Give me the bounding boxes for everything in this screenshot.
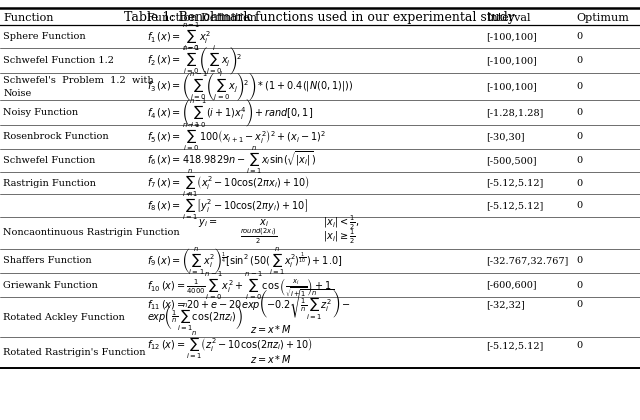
Text: [-1.28,1.28]: [-1.28,1.28] [486, 108, 544, 117]
Text: 0: 0 [576, 56, 582, 65]
Text: $f_2\,(x) = \sum_{i=0}^{n-1} \left(\sum_{j=0}^{i} x_j\right)^2$: $f_2\,(x) = \sum_{i=0}^{n-1} \left(\sum_… [147, 44, 242, 77]
Text: [-30,30]: [-30,30] [486, 132, 525, 142]
Text: 0: 0 [576, 82, 582, 91]
Text: Schwefel Function 1.2: Schwefel Function 1.2 [3, 56, 114, 65]
Text: $f_6\,(x) = 418.9829n - \sum_{i=1}^{n} x_i \sin(\sqrt{|x_i|})$: $f_6\,(x) = 418.9829n - \sum_{i=1}^{n} x… [147, 145, 317, 176]
Text: Noise: Noise [3, 89, 31, 98]
Text: $exp\left(\frac{1}{n}\sum_{i=1}^{n}\cos(2\pi z_i)\right)$: $exp\left(\frac{1}{n}\sum_{i=1}^{n}\cos(… [147, 302, 243, 333]
Text: $f_5\,(x) = \sum_{i=0}^{n-1} 100\left(x_{i+1}-x_i^2\right)^2 + (x_i-1)^2$: $f_5\,(x) = \sum_{i=0}^{n-1} 100\left(x_… [147, 121, 326, 153]
Text: $z = x * M$: $z = x * M$ [250, 323, 291, 335]
Text: $f_1\,(x) = \sum_{i=0}^{n-1} x_i^2$: $f_1\,(x) = \sum_{i=0}^{n-1} x_i^2$ [147, 20, 211, 53]
Text: Noncaontinuous Rastrigin Function: Noncaontinuous Rastrigin Function [3, 228, 180, 237]
Text: 0: 0 [576, 300, 582, 309]
Text: $|x_i| < \frac{1}{2},$: $|x_i| < \frac{1}{2},$ [323, 214, 360, 232]
Text: [-100,100]: [-100,100] [486, 32, 537, 41]
Text: Rosenbrock Function: Rosenbrock Function [3, 132, 109, 142]
Text: Table 1: Benchmark functions used in our experimental study: Table 1: Benchmark functions used in our… [125, 10, 515, 24]
Text: [-5.12,5.12]: [-5.12,5.12] [486, 341, 544, 350]
Text: 0: 0 [576, 156, 582, 165]
Text: Rastrigin Function: Rastrigin Function [3, 178, 96, 188]
Text: [-5.12,5.12]: [-5.12,5.12] [486, 178, 544, 188]
Text: [-5.12,5.12]: [-5.12,5.12] [486, 201, 544, 210]
Text: Griewank Function: Griewank Function [3, 281, 98, 290]
Text: 0: 0 [576, 132, 582, 142]
Text: $f_3\,(x) = \left(\sum_{i=0}^{n-1}\left(\sum_{j=0}^{i} x_j\right)^2\right) * (1+: $f_3\,(x) = \left(\sum_{i=0}^{n-1}\left(… [147, 70, 354, 103]
Text: $f_9\,(x) = \left(\sum_{i=1}^{n} x_i^2\right)^{\frac{1}{4}}[\sin^2(50(\sum_{i=1}: $f_9\,(x) = \left(\sum_{i=1}^{n} x_i^2\r… [147, 245, 342, 276]
Text: [-32,32]: [-32,32] [486, 300, 525, 309]
Text: Rotated Ackley Function: Rotated Ackley Function [3, 313, 125, 322]
Text: $z = x * M$: $z = x * M$ [250, 354, 291, 365]
Text: Function: Function [3, 13, 54, 23]
Text: $y_i = $: $y_i = $ [198, 217, 218, 229]
Text: Schwefel Function: Schwefel Function [3, 156, 95, 165]
Text: 0: 0 [576, 32, 582, 41]
Text: 0: 0 [576, 256, 582, 265]
Text: [-100,100]: [-100,100] [486, 56, 537, 65]
Text: $x_i$: $x_i$ [259, 217, 269, 229]
Text: [-500,500]: [-500,500] [486, 156, 537, 165]
Text: Function Definition: Function Definition [147, 13, 257, 23]
Text: Shaffers Function: Shaffers Function [3, 256, 92, 265]
Text: $f_{11}\,(x) = 20+e-20exp\left(-0.2\sqrt{\frac{1}{n}\sum_{i=1}^{n} z_i^2}\right): $f_{11}\,(x) = 20+e-20exp\left(-0.2\sqrt… [147, 287, 351, 322]
Text: $\frac{round(2x_i)}{2}$: $\frac{round(2x_i)}{2}$ [240, 227, 277, 247]
Text: $|x_i| \geq \frac{1}{2}$: $|x_i| \geq \frac{1}{2}$ [323, 228, 356, 246]
Text: [-100,100]: [-100,100] [486, 82, 537, 91]
Text: 0: 0 [576, 341, 582, 350]
Text: Schwefel's  Problem  1.2  with: Schwefel's Problem 1.2 with [3, 76, 154, 85]
Text: 0: 0 [576, 281, 582, 290]
Text: $f_4\,(x) = \left(\sum_{i=0}^{n-1}(i+1)x_i^4\right) + rand[0,1]$: $f_4\,(x) = \left(\sum_{i=0}^{n-1}(i+1)x… [147, 96, 314, 129]
Text: [-32.767,32.767]: [-32.767,32.767] [486, 256, 569, 265]
Text: Optimum: Optimum [576, 13, 629, 23]
Text: 0: 0 [576, 201, 582, 210]
Text: $f_{10}\,(x) = \frac{1}{4000}\sum_{i=0}^{n-1} x_i^2 + \sum_{i=0}^{n-1}\cos\left(: $f_{10}\,(x) = \frac{1}{4000}\sum_{i=0}^… [147, 269, 332, 302]
Text: Sphere Function: Sphere Function [3, 32, 86, 41]
Text: 0: 0 [576, 108, 582, 117]
Text: Rotated Rastrigin's Function: Rotated Rastrigin's Function [3, 348, 146, 357]
Text: $f_8\,(x) = \sum_{i=1}^{n}\left[y_i^2 - 10\cos(2\pi y_i)+10\right]$: $f_8\,(x) = \sum_{i=1}^{n}\left[y_i^2 - … [147, 190, 308, 221]
Text: 0: 0 [576, 178, 582, 188]
Text: Noisy Function: Noisy Function [3, 108, 78, 117]
Text: Interval: Interval [486, 13, 531, 23]
Text: $f_{12}\,(x) = \sum_{i=1}^{n}\left(z_i^2 - 10\cos(2\pi z_i)+10\right)$: $f_{12}\,(x) = \sum_{i=1}^{n}\left(z_i^2… [147, 330, 313, 361]
Text: [-600,600]: [-600,600] [486, 281, 537, 290]
Text: $f_7\,(x) = \sum_{i=1}^{n}\left(x_i^2 - 10\cos(2\pi x_i)+10\right)$: $f_7\,(x) = \sum_{i=1}^{n}\left(x_i^2 - … [147, 168, 310, 199]
